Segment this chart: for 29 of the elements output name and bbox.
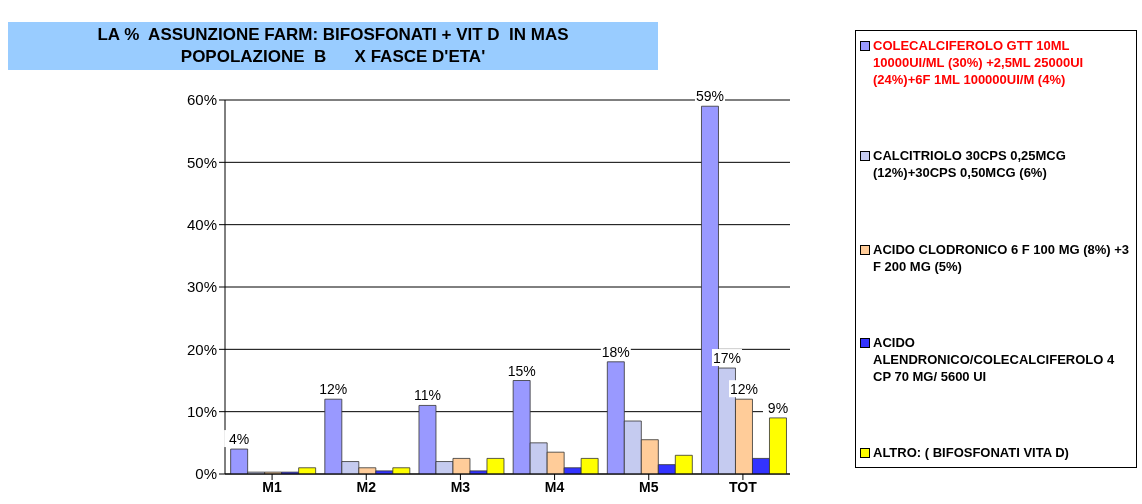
y-tick-label: 40% [186, 215, 217, 233]
y-tick-label: 30% [186, 278, 217, 296]
legend-label: CALCITRIOLO 30CPS 0,25MCG (12%)+30CPS 0,50MCG (6%) [873, 147, 1067, 182]
x-tick-label: M4 [544, 478, 565, 495]
data-label: 17% [712, 350, 741, 367]
x-tick-label: M3 [450, 478, 471, 495]
y-tick-label: 0% [195, 465, 217, 483]
data-label: 9% [767, 399, 789, 416]
x-tick-label: M1 [262, 478, 283, 495]
x-tick-label: TOT [729, 478, 758, 495]
x-tick-label: M5 [639, 478, 659, 495]
legend-label: ACIDO ALENDRONICO/COLECALCIFEROLO 4 CP 70 MG/ 5600 UI [873, 333, 1116, 385]
chart-subtitle: POPOLAZIONE B X FASCE D'ETA' [179, 46, 487, 68]
data-label: 4% [229, 431, 250, 448]
data-label: 15% [507, 362, 536, 379]
y-tick-label: 10% [186, 402, 217, 420]
data-label: 59% [695, 88, 724, 105]
data-label: 18% [601, 343, 630, 360]
y-tick-label: 20% [186, 340, 217, 358]
chart-title: LA % ASSUNZIONE FARM: BIFOSFONATI + VIT D IN MAS [96, 24, 570, 46]
legend-label: ALTRO: ( BIFOSFONATI VITA D) [873, 444, 1069, 461]
x-tick-label: M2 [356, 478, 377, 495]
data-label: 12% [319, 381, 348, 398]
data-label: 12% [729, 381, 758, 398]
data-label: 11% [413, 387, 441, 404]
y-tick-label: 60% [186, 91, 217, 109]
legend-label: ACIDO CLODRONICO 6 F 100 MG (8%) +3 F 200 MG (5%) [873, 240, 1131, 275]
legend-label: COLECALCIFEROLO GTT 10ML 10000UI/ML (30%) +2,5ML 25000UI (24%)+6F 1ML 100000UI/M (4%) [873, 37, 1085, 88]
y-tick-label: 50% [186, 153, 217, 171]
